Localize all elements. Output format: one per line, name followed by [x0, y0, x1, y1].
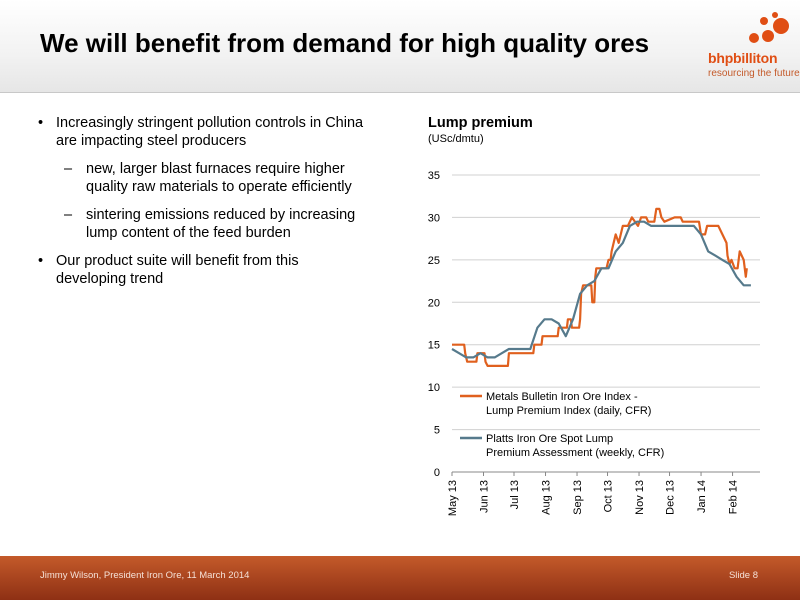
- bullet-text: Increasingly stringent pollution control…: [56, 115, 364, 149]
- header-divider: [0, 92, 800, 93]
- bullet-dot-icon: •: [38, 253, 44, 269]
- slide-title: We will benefit from demand for high qua…: [40, 28, 650, 58]
- logo-tagline: resourcing the future: [708, 68, 800, 79]
- x-tick-label: May 13: [447, 480, 459, 516]
- x-tick-label: Jul 13: [509, 480, 521, 509]
- y-tick-label: 5: [434, 425, 440, 437]
- y-tick-label: 35: [428, 170, 440, 182]
- bullet-dot-icon: •: [38, 115, 44, 131]
- dash-icon: –: [64, 207, 73, 223]
- sub-bullet-item: – new, larger blast furnaces require hig…: [34, 160, 364, 196]
- y-tick-label: 10: [428, 382, 440, 394]
- x-tick-label: Nov 13: [634, 480, 646, 515]
- x-tick-label: Dec 13: [665, 480, 677, 515]
- sub-bullet-text: sintering emissions reduced by increasin…: [86, 207, 356, 241]
- x-tick-label: Jun 13: [479, 480, 491, 513]
- slide-footer: [0, 556, 800, 600]
- footer-presenter: Jimmy Wilson, President Iron Ore, 11 Mar…: [40, 570, 250, 581]
- x-tick-label: Oct 13: [603, 480, 615, 512]
- series-line-1: [452, 207, 748, 367]
- x-tick-label: Sep 13: [572, 480, 584, 515]
- y-tick-label: 20: [428, 297, 440, 309]
- y-tick-label: 30: [428, 212, 440, 224]
- bullet-item: • Our product suite will benefit from th…: [34, 252, 364, 288]
- x-tick-label: Jan 14: [696, 480, 708, 513]
- bullet-text: Our product suite will benefit from this…: [56, 253, 299, 287]
- sub-bullet-text: new, larger blast furnaces require highe…: [86, 161, 352, 195]
- legend-label: Metals Bulletin Iron Ore Index -Lump Pre…: [486, 391, 651, 417]
- series-line-2: [451, 220, 751, 359]
- dash-icon: –: [64, 161, 73, 177]
- slide-header: [0, 0, 800, 92]
- company-logo: bhpbilliton resourcing the future: [706, 12, 800, 82]
- y-tick-label: 25: [428, 255, 440, 267]
- lump-premium-chart: 0 5 10 15 20 25 30 35 May 13 Jun 13 Jul 13 Aug 13 Se…: [428, 170, 760, 516]
- chart-title: Lump premium: [428, 115, 533, 131]
- bullet-item: • Increasingly stringent pollution contr…: [34, 114, 364, 150]
- y-tick-label: 0: [434, 467, 440, 479]
- sub-bullet-item: – sintering emissions reduced by increas…: [34, 206, 364, 242]
- legend-label: Platts Iron Ore Spot Lump Premium Assessm…: [486, 433, 664, 459]
- chart-unit-label: (USc/dmtu): [428, 133, 484, 145]
- x-tick-label: Aug 13: [541, 480, 553, 515]
- logo-mark-icon: [749, 12, 789, 43]
- y-tick-label: 15: [428, 340, 440, 352]
- slide-number: Slide 8: [728, 570, 758, 581]
- x-tick-label: Feb 14: [728, 480, 740, 514]
- logo-name: bhpbilliton: [708, 50, 778, 66]
- bullet-list: • Increasingly stringent pollution contr…: [34, 114, 364, 298]
